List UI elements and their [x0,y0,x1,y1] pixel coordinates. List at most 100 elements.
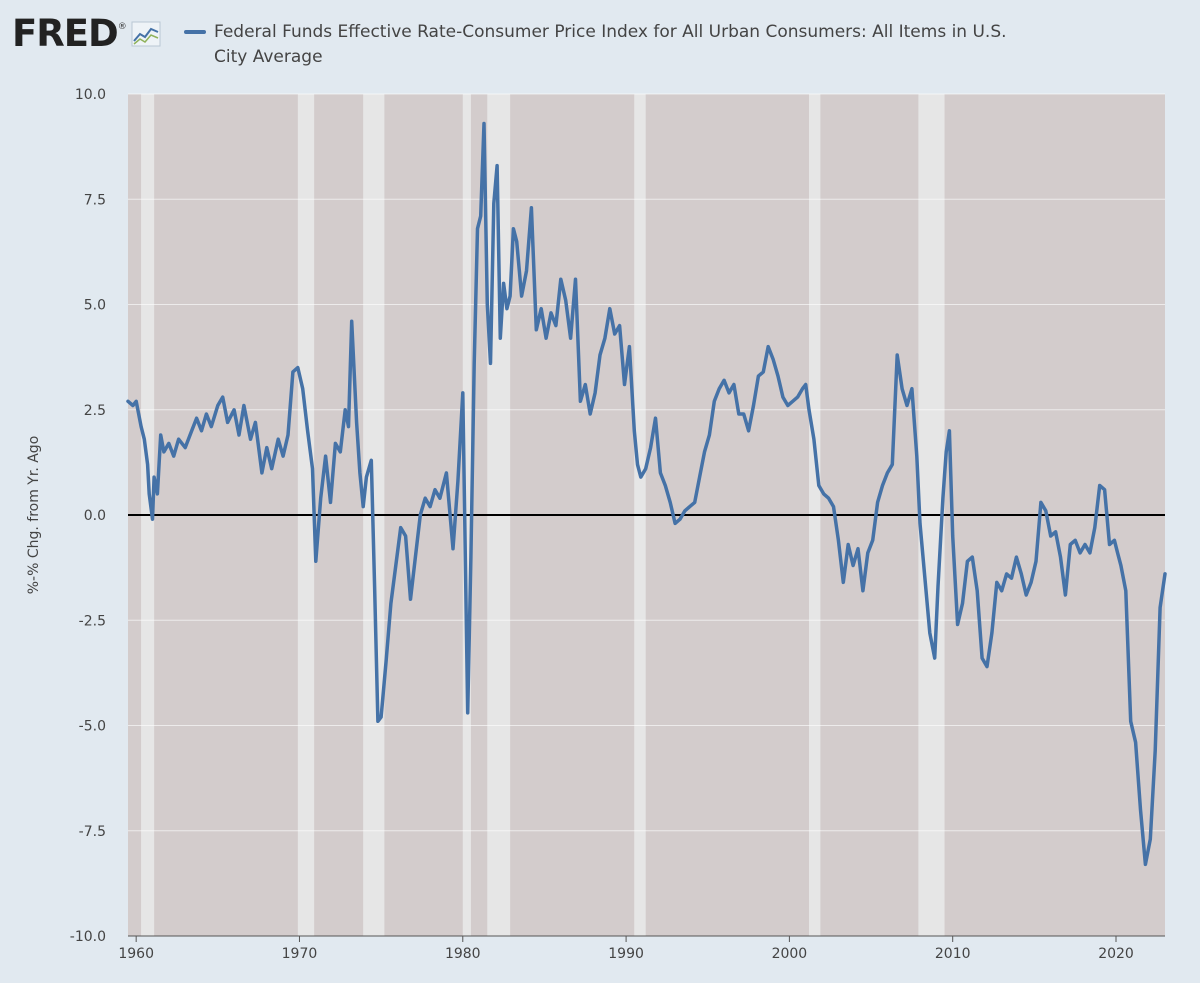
data-point [595,392,596,393]
data-point [1104,489,1105,490]
data-point [792,401,793,402]
data-point [1011,578,1012,579]
data-point [555,325,556,326]
data-point [719,388,720,389]
data-point [1055,531,1056,532]
data-point [823,493,824,494]
data-point [1035,561,1036,562]
data-point [493,203,494,204]
data-point [550,312,551,313]
data-point [405,536,406,537]
data-point [420,515,421,516]
data-point [541,308,542,309]
data-point [590,413,591,414]
data-point [996,582,997,583]
data-point [902,388,903,389]
data-point [991,632,992,633]
data-point [1016,557,1017,558]
data-point [1114,540,1115,541]
data-point [152,519,153,520]
data-point [1084,544,1085,545]
data-point [738,413,739,414]
data-point [335,443,336,444]
data-point [359,472,360,473]
data-point [1155,750,1156,751]
data-point [920,523,921,524]
logo-text: FRED [12,12,119,55]
data-point [748,430,749,431]
fred-logo[interactable]: FRED ® [12,12,161,55]
data-point [312,468,313,469]
data-point [1094,527,1095,528]
data-point [288,435,289,436]
data-point [526,270,527,271]
data-point [144,439,145,440]
data-point [986,666,987,667]
data-point [637,464,638,465]
data-point [1045,510,1046,511]
data-point [967,561,968,562]
data-point [1050,536,1051,537]
data-point [250,439,251,440]
x-tick-label: 1990 [608,946,644,962]
data-point [513,228,514,229]
data-point [1089,552,1090,553]
data-point [196,418,197,419]
data-point [363,506,364,507]
data-point [490,363,491,364]
data-point [320,498,321,499]
data-point [487,304,488,305]
data-point [1160,607,1161,608]
data-point [217,405,218,406]
data-point [307,430,308,431]
data-point [154,477,155,478]
data-point [777,376,778,377]
data-point [302,388,303,389]
series-title[interactable]: Federal Funds Effective Rate-Consumer Pr… [214,22,1007,67]
data-point [185,447,186,448]
data-point [624,384,625,385]
data-point [227,422,228,423]
data-point [763,371,764,372]
x-tick-label: 1960 [118,946,154,962]
data-point [1165,573,1166,574]
data-point [141,426,142,427]
data-point [962,603,963,604]
data-point [1080,552,1081,553]
data-point [972,557,973,558]
data-point [1130,721,1131,722]
data-point [477,228,478,229]
data-point [234,409,235,410]
data-point [1070,544,1071,545]
data-point [942,498,943,499]
data-point [474,363,475,364]
data-point [381,717,382,718]
data-point [843,582,844,583]
data-point [149,493,150,494]
y-tick-label: 5.0 [84,298,106,314]
data-point [516,241,517,242]
data-point [949,430,950,431]
data-point [614,333,615,334]
data-point [982,658,983,659]
data-point [435,489,436,490]
data-point [808,409,809,410]
data-point [629,346,630,347]
data-point [510,296,511,297]
data-point [1145,864,1146,865]
data-point [1075,540,1076,541]
data-point [1021,573,1022,574]
data-point [575,279,576,280]
data-point [457,481,458,482]
data-point [679,519,680,520]
data-point [787,405,788,406]
data-point [201,430,202,431]
data-point [977,590,978,591]
data-point [897,355,898,356]
data-point [531,207,532,208]
data-point [157,493,158,494]
registered-mark: ® [117,21,127,32]
data-point [599,355,600,356]
data-point [882,485,883,486]
